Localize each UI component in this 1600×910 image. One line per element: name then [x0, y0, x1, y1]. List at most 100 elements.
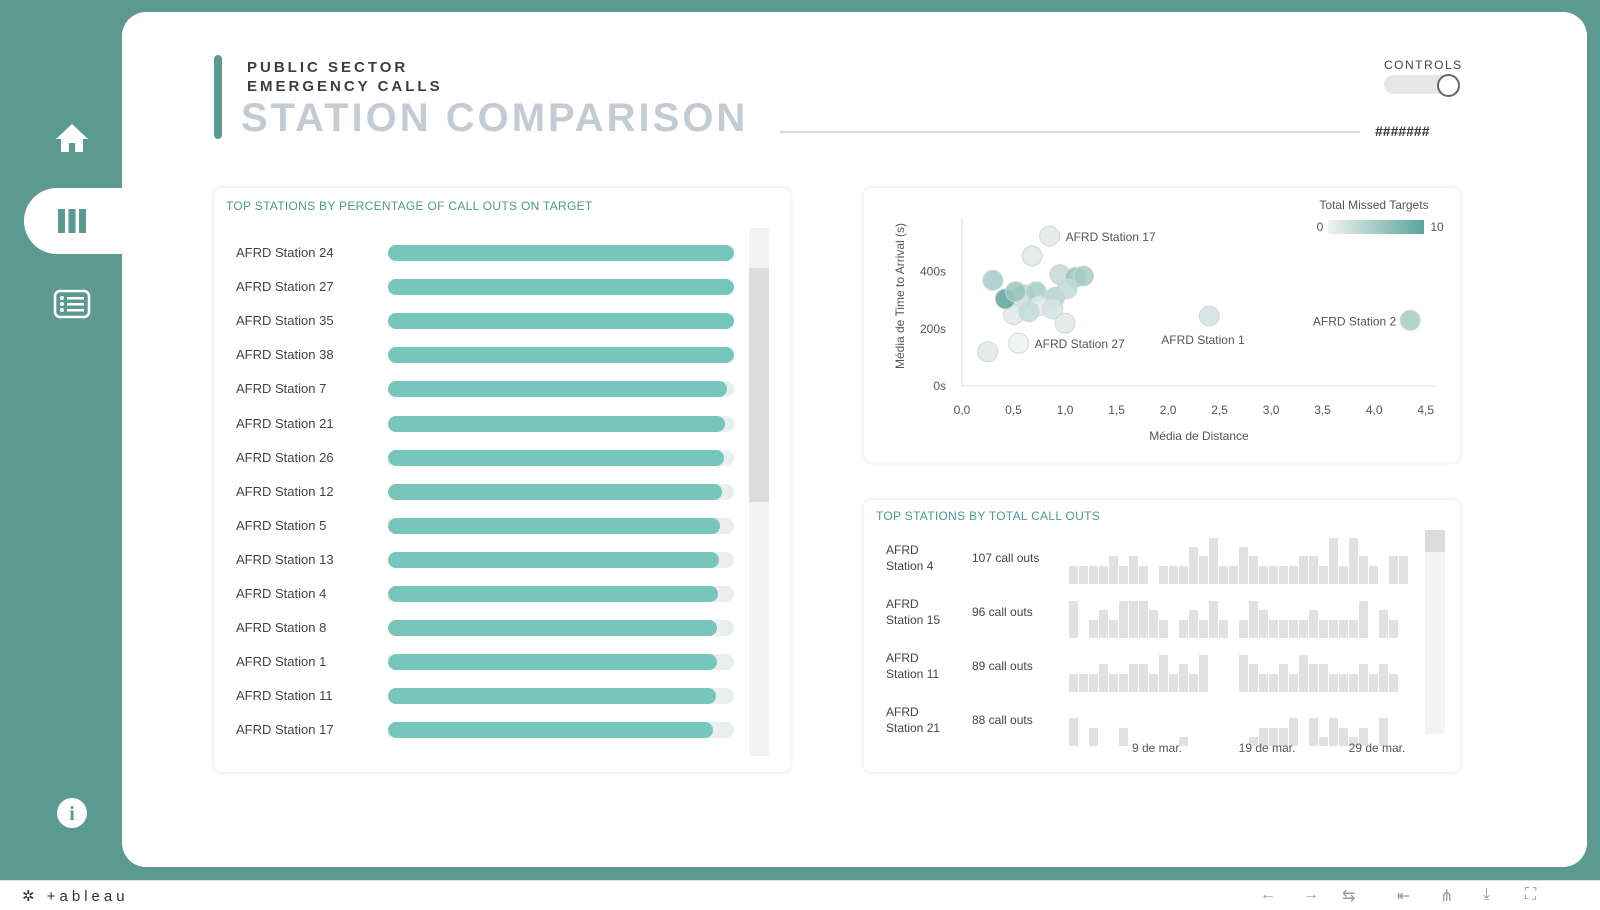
callouts-day-bar[interactable] — [1189, 547, 1198, 584]
callouts-day-bar[interactable] — [1379, 664, 1388, 692]
callouts-day-bar[interactable] — [1309, 610, 1318, 638]
percentage-bar-track[interactable] — [388, 347, 734, 364]
callouts-day-bar[interactable] — [1329, 673, 1338, 692]
callouts-day-bar[interactable] — [1279, 565, 1288, 584]
callouts-day-bar[interactable] — [1139, 565, 1148, 584]
percentage-bar-track[interactable] — [388, 245, 734, 261]
callouts-day-bar[interactable] — [1069, 673, 1078, 692]
callouts-day-bar[interactable] — [1119, 565, 1128, 584]
callouts-day-bar[interactable] — [1349, 673, 1358, 692]
callouts-day-bar[interactable] — [1309, 718, 1318, 746]
callouts-day-bar[interactable] — [1339, 565, 1348, 584]
callouts-day-bar[interactable] — [1259, 610, 1268, 638]
callouts-day-bar[interactable] — [1269, 619, 1278, 638]
callouts-day-bar[interactable] — [1339, 727, 1348, 746]
callouts-day-bar[interactable] — [1079, 673, 1088, 692]
undo-icon[interactable]: ← — [1260, 886, 1276, 903]
percentage-bar-track[interactable] — [388, 722, 734, 739]
percentage-bar-track[interactable] — [388, 279, 734, 296]
callouts-day-bar[interactable] — [1129, 556, 1138, 584]
callouts-day-bar[interactable] — [1289, 673, 1298, 692]
percentage-bar-fill[interactable] — [388, 620, 718, 637]
scatter-chart[interactable]: 0,0 0,5 1,0 1,5 2,0 2,5 3,0 3,5 4,0 4,5 0s 200s 400s… — [864, 188, 1460, 462]
callouts-day-bar[interactable] — [1289, 718, 1298, 746]
percentage-bar-track[interactable] — [388, 449, 734, 466]
callouts-day-bar[interactable] — [1079, 565, 1088, 584]
callouts-day-bar[interactable] — [1259, 673, 1268, 692]
callouts-day-bar[interactable] — [1089, 565, 1098, 584]
percentage-bar-fill[interactable] — [388, 245, 734, 261]
percentage-bar-fill[interactable] — [388, 517, 721, 534]
callouts-day-bar[interactable] — [1389, 673, 1398, 692]
share-icon[interactable]: ⋔ — [1440, 888, 1454, 905]
callouts-day-bar[interactable] — [1179, 664, 1188, 692]
percentage-bar-fill[interactable] — [388, 449, 725, 466]
percentage-bar-fill[interactable] — [388, 551, 720, 568]
callouts-day-bar[interactable] — [1149, 673, 1158, 692]
callouts-day-bar[interactable] — [1249, 556, 1258, 584]
revert-icon[interactable]: ⇆ — [1342, 888, 1356, 905]
callouts-day-bar[interactable] — [1109, 673, 1118, 692]
percentage-bar-track[interactable] — [388, 654, 734, 671]
callouts-day-bar[interactable] — [1119, 601, 1128, 638]
percentage-bar-fill[interactable] — [388, 415, 726, 432]
callouts-day-bar[interactable] — [1269, 565, 1278, 584]
callouts-day-bar[interactable] — [1379, 610, 1388, 638]
callouts-day-bar[interactable] — [1359, 664, 1368, 692]
callouts-day-bar[interactable] — [1219, 619, 1228, 638]
callouts-day-bar[interactable] — [1359, 601, 1368, 638]
callouts-day-bar[interactable] — [1069, 565, 1078, 584]
percentage-bar-fill[interactable] — [388, 347, 734, 364]
download-icon[interactable]: ⤓ — [1483, 886, 1491, 903]
callouts-day-bar[interactable] — [1249, 601, 1258, 638]
callouts-day-bar[interactable] — [1179, 619, 1188, 638]
callouts-day-bar[interactable] — [1279, 727, 1288, 746]
callouts-day-bar[interactable] — [1159, 565, 1168, 584]
callouts-day-bar[interactable] — [1379, 718, 1388, 746]
callouts-day-bar[interactable] — [1269, 673, 1278, 692]
info-button[interactable]: i — [48, 793, 96, 833]
callouts-day-bar[interactable] — [1109, 556, 1118, 584]
callouts-day-bar[interactable] — [1099, 664, 1108, 692]
callouts-day-bar[interactable] — [1249, 736, 1258, 746]
callouts-day-bar[interactable] — [1179, 565, 1188, 584]
callouts-day-bar[interactable] — [1109, 619, 1118, 638]
callouts-day-bar[interactable] — [1149, 610, 1158, 638]
percentage-bar-fill[interactable] — [388, 313, 734, 330]
comparison-button[interactable] — [48, 201, 96, 241]
callouts-day-bar[interactable] — [1239, 619, 1248, 638]
callouts-day-bar[interactable] — [1329, 538, 1338, 584]
callouts-day-bar[interactable] — [1159, 655, 1168, 692]
callouts-day-bar[interactable] — [1189, 610, 1198, 638]
callouts-day-bar[interactable] — [1119, 673, 1128, 692]
callouts-day-bar[interactable] — [1129, 601, 1138, 638]
callouts-day-bar[interactable] — [1239, 655, 1248, 692]
callouts-day-bar[interactable] — [1179, 736, 1188, 746]
callouts-day-bar[interactable] — [1129, 664, 1138, 692]
percentage-bar-fill[interactable] — [388, 381, 728, 398]
callouts-day-bar[interactable] — [1319, 565, 1328, 584]
callouts-day-bar[interactable] — [1229, 565, 1238, 584]
callouts-day-bar[interactable] — [1299, 619, 1308, 638]
percentage-bar-track[interactable] — [388, 415, 734, 432]
callouts-day-bar[interactable] — [1089, 727, 1098, 746]
callouts-day-bar[interactable] — [1119, 727, 1128, 746]
scrollbar-thumb[interactable] — [749, 268, 769, 502]
callouts-day-bar[interactable] — [1319, 736, 1328, 746]
callouts-scroll-track[interactable] — [1425, 530, 1445, 734]
callouts-day-bar[interactable] — [1349, 736, 1358, 746]
callouts-day-bar[interactable] — [1359, 727, 1368, 746]
callouts-day-bar[interactable] — [1319, 619, 1328, 638]
callouts-day-bar[interactable] — [1259, 565, 1268, 584]
callouts-day-bar[interactable] — [1289, 619, 1298, 638]
callouts-day-bar[interactable] — [1279, 619, 1288, 638]
percentage-bar-track[interactable] — [388, 517, 734, 534]
callouts-day-bar[interactable] — [1389, 619, 1398, 638]
callouts-day-bar[interactable] — [1259, 727, 1268, 746]
reset-icon[interactable]: ⇤ — [1397, 888, 1411, 905]
percentage-bar-fill[interactable] — [388, 483, 722, 500]
callouts-day-bar[interactable] — [1289, 565, 1298, 584]
callouts-day-bar[interactable] — [1269, 727, 1278, 746]
percentage-bar-fill[interactable] — [388, 654, 717, 671]
list-button[interactable] — [48, 284, 96, 324]
